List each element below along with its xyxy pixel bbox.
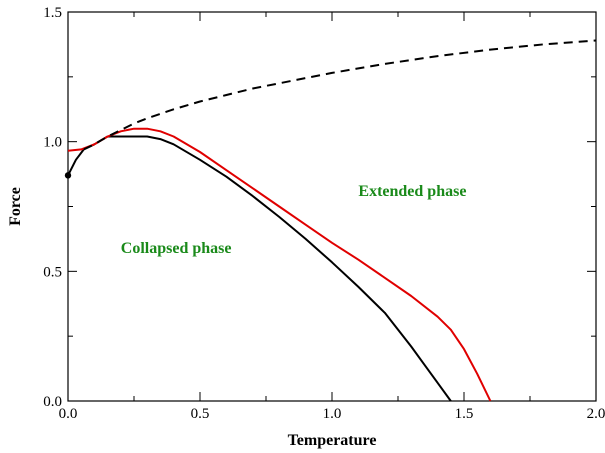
phase-annotation: Extended phase: [358, 183, 466, 200]
start-marker-point: [64, 172, 72, 179]
y-tick-label: 1.5: [43, 5, 62, 21]
x-tick-label: 2.0: [587, 406, 605, 422]
y-tick-label: 1.0: [43, 135, 62, 151]
annotations: Collapsed phase Extended phase: [121, 183, 467, 257]
tick-labels: 0.0 0.5 1.0 1.5 2.0 0.0 0.5 1.0 1.5: [43, 5, 605, 422]
x-tick-label: 0.0: [59, 406, 78, 422]
series-line-0: [67, 135, 452, 402]
x-tick-label: 1.5: [455, 406, 474, 422]
phase-annotation: Collapsed phase: [121, 240, 232, 257]
series-line-2: [83, 39, 597, 151]
series-line-1: [67, 127, 492, 402]
x-tick-label: 0.5: [191, 406, 210, 422]
x-axis-label: Temperature: [288, 432, 377, 449]
series-group: [64, 39, 597, 402]
y-tick-label: 0.5: [43, 264, 62, 280]
axis-ticks: [67, 11, 597, 402]
y-axis-label: Force: [7, 187, 24, 226]
x-tick-label: 1.0: [323, 406, 342, 422]
plot-frame: [67, 11, 597, 402]
y-tick-label: 0.0: [43, 394, 62, 410]
